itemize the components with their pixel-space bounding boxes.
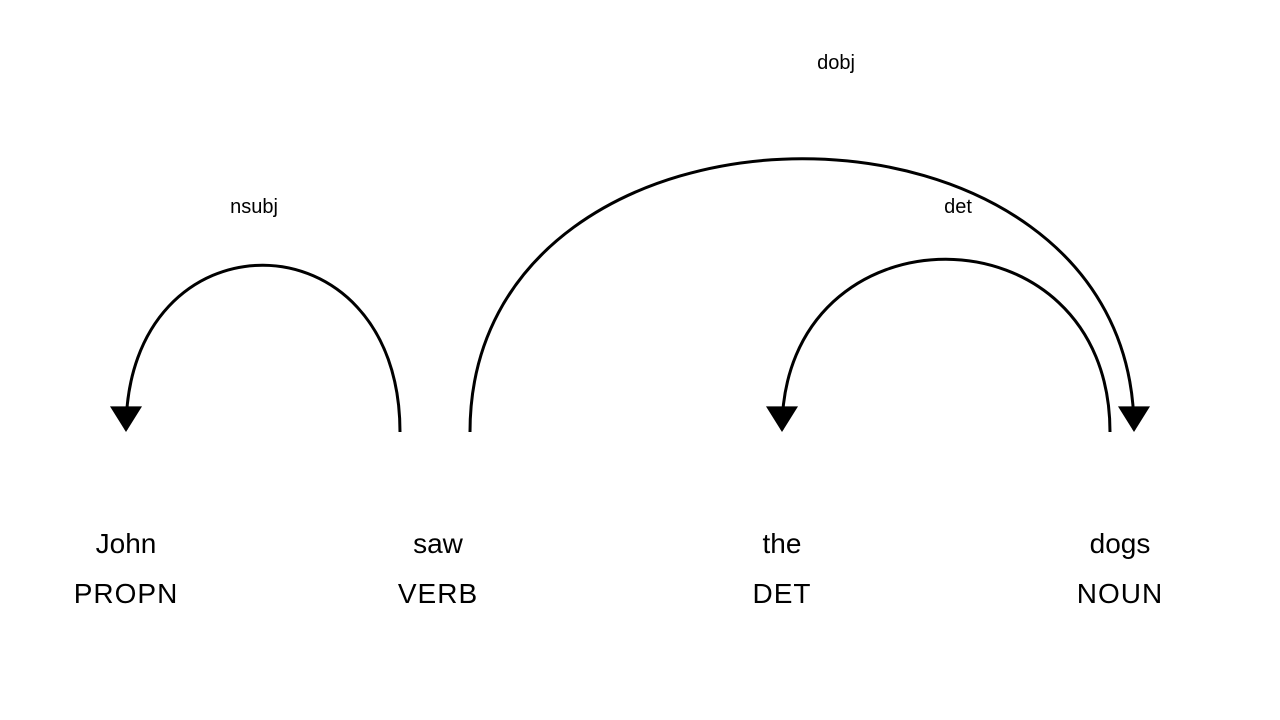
token-pos: PROPN <box>74 578 179 610</box>
token-1: saw VERB <box>398 528 478 610</box>
token-3: dogs NOUN <box>1077 528 1163 610</box>
arc-det <box>782 259 1110 432</box>
token-word: the <box>753 528 812 560</box>
token-word: John <box>74 528 179 560</box>
arc-label-nsubj: nsubj <box>230 196 278 219</box>
token-word: saw <box>398 528 478 560</box>
token-pos: NOUN <box>1077 578 1163 610</box>
dependency-diagram: John PROPN saw VERB the DET dogs NOUN nsubj dobj… <box>0 0 1280 720</box>
arrowhead-icon <box>766 406 798 432</box>
token-pos: VERB <box>398 578 478 610</box>
token-word: dogs <box>1077 528 1163 560</box>
arc-label-det: det <box>944 196 972 219</box>
arc-layer <box>0 0 1280 720</box>
arc-dobj <box>470 159 1134 432</box>
token-0: John PROPN <box>74 528 179 610</box>
arc-label-dobj: dobj <box>817 52 855 75</box>
token-2: the DET <box>753 528 812 610</box>
token-pos: DET <box>753 578 812 610</box>
arc-nsubj <box>126 265 400 432</box>
arrowhead-icon <box>1118 406 1150 432</box>
arrowhead-icon <box>110 406 142 432</box>
